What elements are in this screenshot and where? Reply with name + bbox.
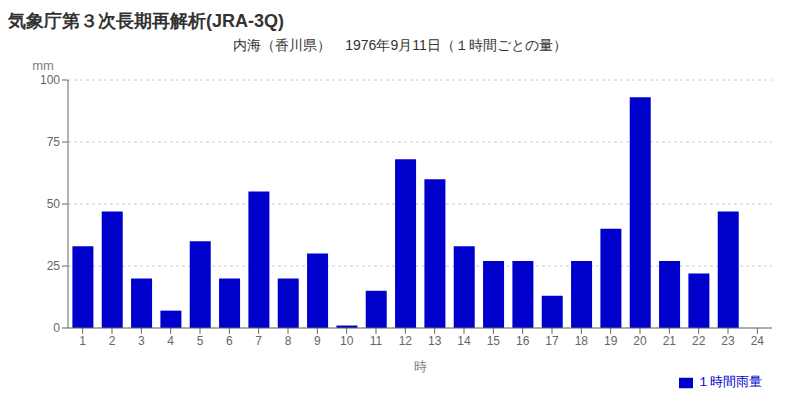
svg-text:1: 1 — [79, 334, 86, 348]
svg-text:4: 4 — [167, 334, 174, 348]
svg-text:11: 11 — [370, 334, 383, 348]
svg-text:6: 6 — [226, 334, 233, 348]
svg-text:22: 22 — [692, 334, 706, 348]
svg-text:9: 9 — [314, 334, 321, 348]
svg-text:25: 25 — [47, 259, 61, 273]
svg-text:8: 8 — [285, 334, 292, 348]
svg-text:21: 21 — [663, 334, 677, 348]
html-text:内海（香川県） 1976年9月11日（１時間ごとの量）: 内海（香川県） 1976年9月11日（１時間ごとの量） — [233, 37, 567, 53]
svg-text:17: 17 — [545, 334, 559, 348]
svg-text:5: 5 — [197, 334, 204, 348]
svg-text:2: 2 — [109, 334, 116, 348]
html-text:１時間雨量: １時間雨量 — [697, 374, 762, 389]
svg-text:18: 18 — [575, 334, 589, 348]
svg-text:0: 0 — [53, 321, 60, 335]
svg-text:75: 75 — [47, 135, 61, 149]
svg-text:7: 7 — [255, 334, 262, 348]
svg-text:20: 20 — [633, 334, 647, 348]
svg-text:24: 24 — [751, 334, 765, 348]
svg-text:16: 16 — [516, 334, 530, 348]
svg-text:15: 15 — [487, 334, 501, 348]
svg-text:3: 3 — [138, 334, 145, 348]
svg-text:50: 50 — [47, 197, 61, 211]
html-text:気象庁第３次長期再解析(JRA-3Q): 気象庁第３次長期再解析(JRA-3Q) — [8, 11, 284, 31]
svg-text:12: 12 — [399, 334, 413, 348]
svg-text:10: 10 — [340, 334, 354, 348]
svg-text:13: 13 — [428, 334, 442, 348]
svg-text:mm: mm — [32, 58, 54, 73]
svg-text:100: 100 — [40, 73, 60, 87]
svg-text:23: 23 — [721, 334, 735, 348]
svg-text:19: 19 — [604, 334, 618, 348]
svg-text:14: 14 — [457, 334, 471, 348]
svg-text:時: 時 — [414, 359, 427, 374]
